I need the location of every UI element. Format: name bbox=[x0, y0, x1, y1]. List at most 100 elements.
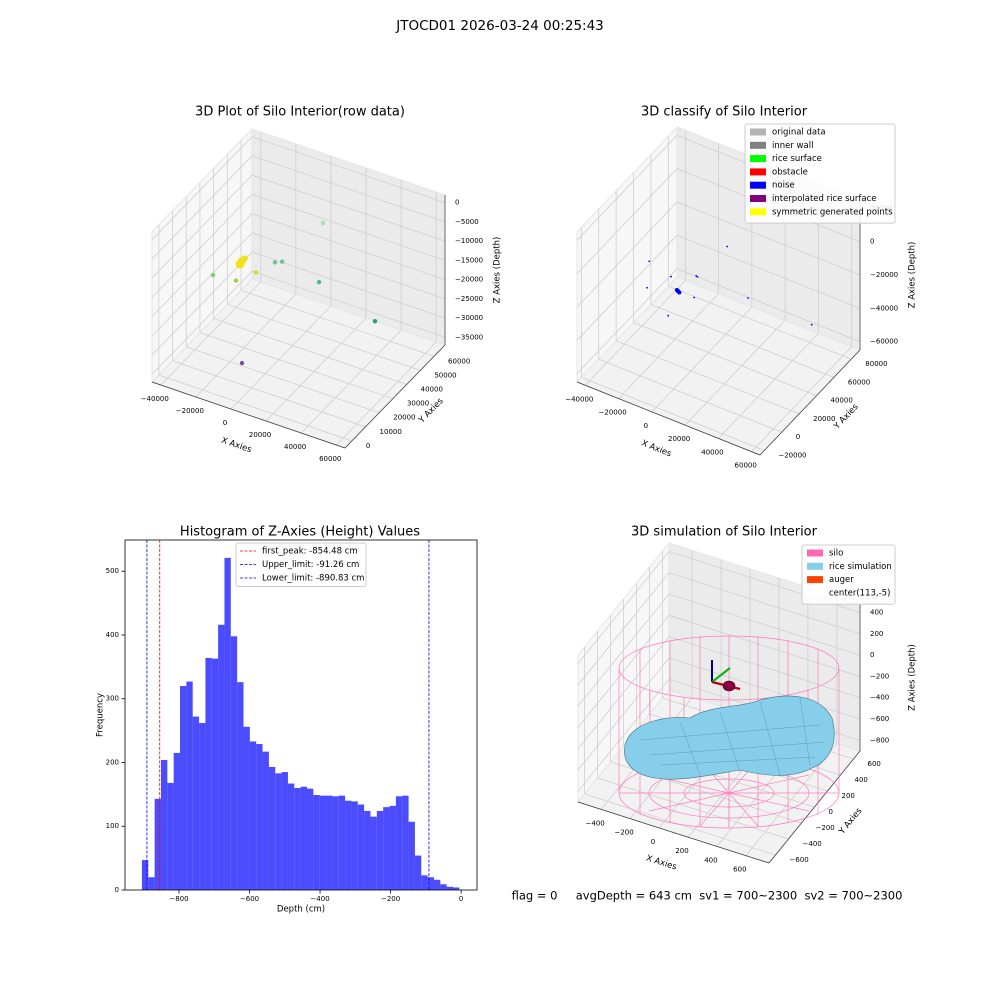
histogram-bar bbox=[345, 800, 352, 890]
x-tick-label: 0 bbox=[223, 419, 227, 427]
grid-line bbox=[230, 156, 332, 410]
axis-line bbox=[576, 200, 861, 456]
y-tick-label: 80000 bbox=[865, 360, 887, 368]
histogram-bar bbox=[421, 875, 428, 890]
grid-line bbox=[576, 234, 861, 341]
histogram-bar bbox=[453, 887, 460, 890]
data-point bbox=[316, 279, 322, 285]
grid-line bbox=[199, 182, 394, 399]
y-tick-label: 200 bbox=[106, 758, 119, 766]
panel-title: 3D simulation of Silo Interior bbox=[631, 525, 818, 540]
y-tick-label: −400 bbox=[803, 840, 822, 848]
rice-surface bbox=[624, 695, 835, 780]
histogram-bar bbox=[148, 877, 155, 890]
y-tick-label: 0 bbox=[115, 886, 119, 894]
histogram-bar bbox=[167, 782, 174, 890]
data-point bbox=[238, 256, 247, 265]
x-tick-label: 60000 bbox=[319, 455, 341, 463]
y-tick-label: 300 bbox=[106, 695, 119, 703]
z-tick-label: −400 bbox=[870, 694, 889, 702]
auger bbox=[722, 680, 736, 692]
x-tick-label: 0 bbox=[651, 838, 655, 846]
z-tick-label: −600 bbox=[870, 715, 889, 723]
y-tick-label: 0 bbox=[829, 808, 833, 816]
z-axis-label: Z Axies (Depth) bbox=[908, 644, 918, 711]
histogram-bar bbox=[370, 816, 377, 890]
histogram-bar bbox=[389, 805, 396, 890]
z-tick-label: −800 bbox=[870, 736, 889, 744]
x-tick-label: 60000 bbox=[735, 462, 757, 470]
histogram-bar bbox=[218, 624, 225, 890]
y-tick-label: 20000 bbox=[393, 414, 415, 422]
legend-label: rice simulation bbox=[829, 562, 892, 572]
z-tick-label: −10000 bbox=[455, 237, 483, 245]
data-point bbox=[810, 323, 813, 326]
y-tick-label: 600 bbox=[868, 760, 881, 768]
z-axis-label: Z Axies (Depth) bbox=[908, 242, 918, 309]
x-tick-label: 40000 bbox=[284, 443, 306, 451]
histogram-bar bbox=[281, 772, 288, 890]
y-tick-label: 0 bbox=[796, 433, 800, 441]
y-tick-label: 400 bbox=[106, 631, 119, 639]
histogram-bar bbox=[205, 657, 212, 890]
y-tick-label: 200 bbox=[842, 792, 855, 800]
x-tick-label: 400 bbox=[704, 856, 717, 864]
data-point bbox=[272, 260, 278, 265]
grid-line bbox=[160, 132, 262, 386]
histogram-bar bbox=[249, 741, 257, 890]
histogram-bar bbox=[319, 795, 327, 890]
data-point bbox=[695, 274, 698, 277]
grid-line bbox=[158, 224, 352, 442]
legend-swatch bbox=[807, 576, 823, 584]
x-tick-label: −40000 bbox=[141, 395, 169, 403]
data-point bbox=[674, 287, 679, 292]
histogram-bar bbox=[287, 783, 295, 890]
legend-swatch bbox=[750, 141, 766, 149]
y-tick-label: 0 bbox=[366, 442, 370, 450]
histogram-bar bbox=[141, 860, 149, 890]
legend-swatch bbox=[807, 562, 823, 570]
x-axis-label: X Axies bbox=[645, 853, 678, 872]
z-tick-label: −15000 bbox=[455, 256, 483, 264]
data-point bbox=[279, 259, 285, 264]
z-tick-label: 0 bbox=[455, 199, 459, 207]
histogram-bar bbox=[338, 795, 346, 890]
z-tick-label: −20000 bbox=[455, 276, 483, 284]
plot-frame bbox=[124, 539, 478, 891]
x-tick-label: 0 bbox=[644, 422, 648, 430]
data-point bbox=[233, 278, 239, 283]
histogram-bar bbox=[446, 886, 454, 890]
z-tick-label: −35000 bbox=[455, 333, 483, 341]
grid-line bbox=[185, 196, 380, 414]
legend-label: obstacle bbox=[772, 167, 808, 177]
histogram-bar bbox=[262, 751, 269, 890]
grid-line bbox=[151, 194, 446, 298]
histogram-bar bbox=[186, 681, 193, 890]
axis-line bbox=[151, 195, 446, 449]
grid-line bbox=[151, 213, 446, 317]
x-tick-label: 0 bbox=[459, 895, 463, 903]
histogram-bar bbox=[364, 810, 371, 890]
panel-title: 3D classify of Silo Interior bbox=[641, 105, 808, 120]
legend-box bbox=[235, 542, 367, 587]
histogram-bar bbox=[224, 557, 231, 890]
histogram-bar bbox=[294, 787, 301, 890]
histogram-bar bbox=[256, 744, 263, 890]
histogram-bar bbox=[332, 796, 339, 890]
y-tick-label: 20000 bbox=[813, 415, 835, 423]
grid-line bbox=[265, 168, 367, 422]
z-tick-label: −5000 bbox=[455, 218, 479, 226]
x-tick-label: −400 bbox=[310, 895, 329, 903]
histogram-bar bbox=[173, 752, 181, 890]
z-tick-label: −60000 bbox=[870, 338, 898, 346]
z-axis-label: Z Axies (Depth) bbox=[493, 237, 503, 304]
y-tick-label: −200 bbox=[816, 824, 835, 832]
x-tick-label: −20000 bbox=[176, 407, 204, 415]
legend-swatch bbox=[750, 128, 766, 136]
data-point bbox=[320, 220, 326, 226]
legend-label: noise bbox=[772, 181, 795, 191]
grid-line bbox=[151, 232, 446, 337]
histogram-bar bbox=[180, 685, 187, 890]
x-tick-label: −20000 bbox=[599, 409, 627, 417]
x-tick-label: −800 bbox=[169, 895, 188, 903]
